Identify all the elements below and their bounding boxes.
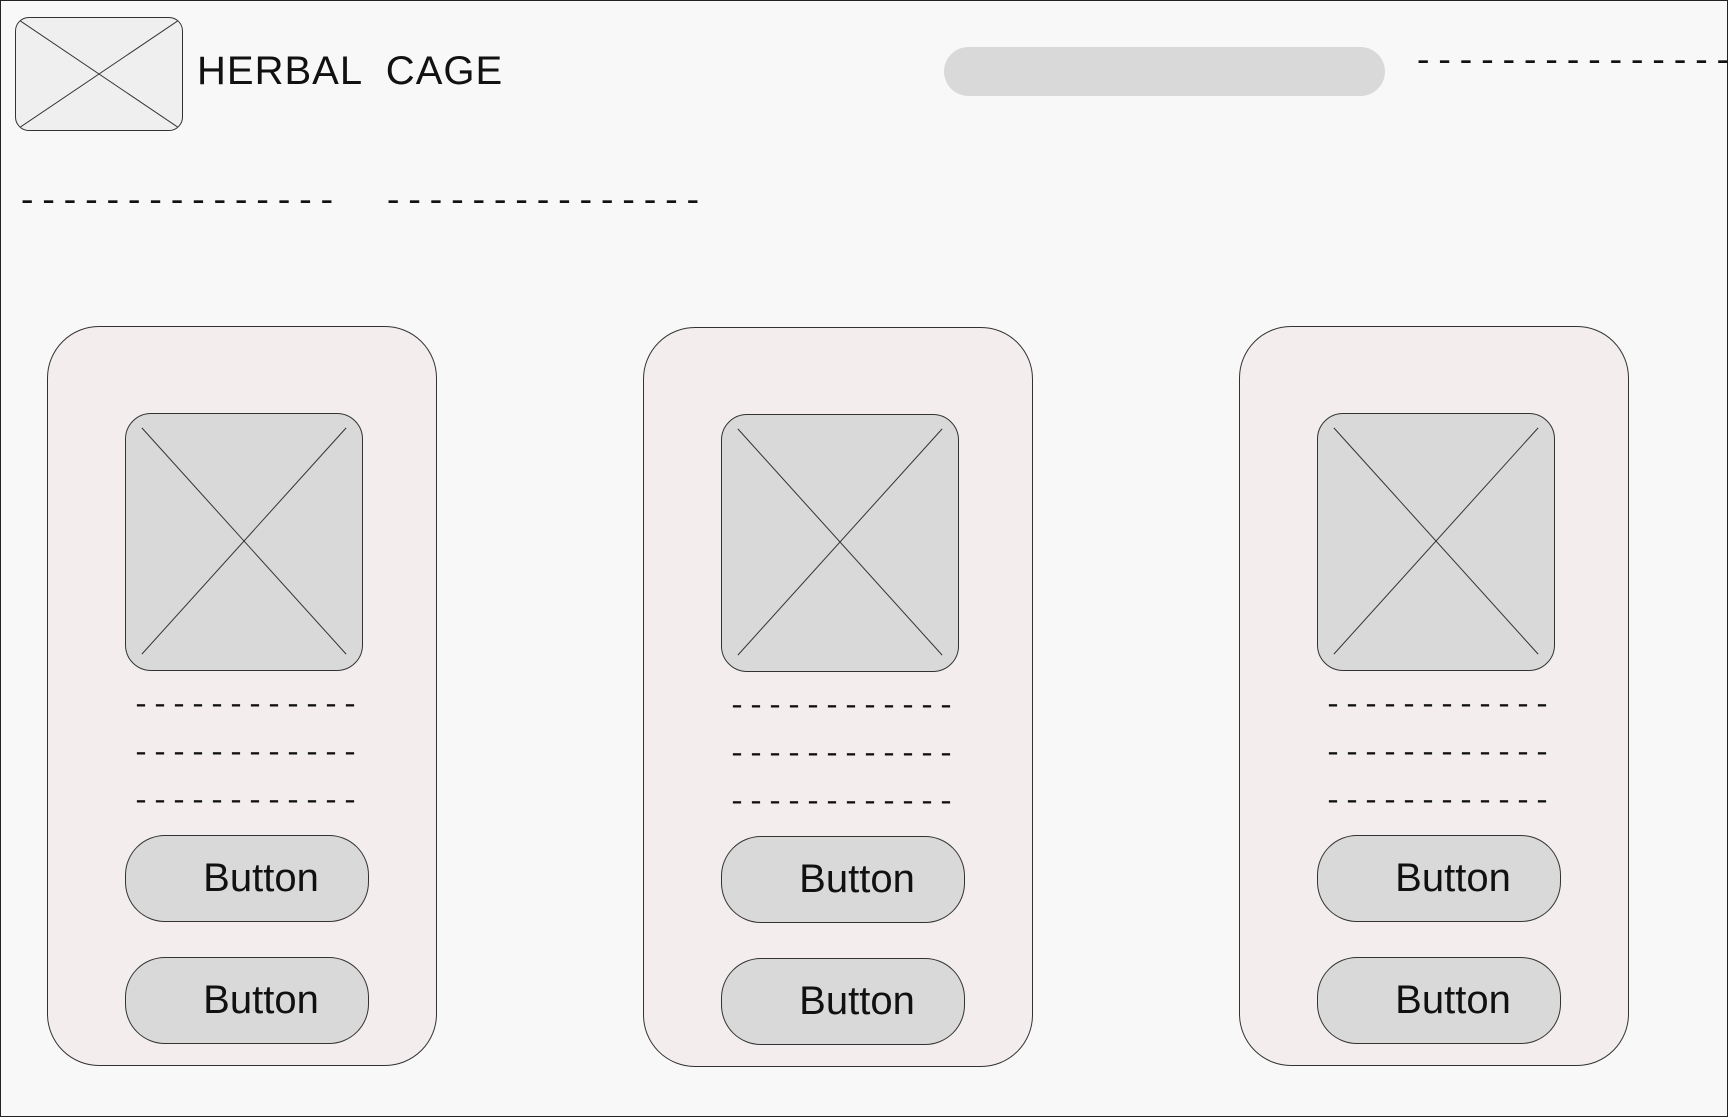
- image-placeholder-icon: [16, 18, 182, 130]
- product-text-line: ------------: [1324, 689, 1553, 723]
- image-placeholder-icon: [1333, 427, 1539, 655]
- product-text-line: ------------: [728, 738, 957, 772]
- card-secondary-button[interactable]: Button: [721, 958, 965, 1045]
- product-card: ------------ ------------ ------------ B…: [47, 326, 437, 1066]
- product-image-placeholder[interactable]: [125, 413, 363, 671]
- product-text-line: ------------: [132, 737, 361, 771]
- image-placeholder-icon: [141, 427, 347, 655]
- image-placeholder-icon: [737, 428, 943, 656]
- product-text-line: ------------: [132, 689, 361, 723]
- product-image-placeholder[interactable]: [1317, 413, 1555, 671]
- card-secondary-button[interactable]: Button: [125, 957, 369, 1044]
- nav-item-1[interactable]: ---------------: [17, 184, 339, 222]
- product-text-line: ------------: [132, 785, 361, 819]
- product-text-line: ------------: [1324, 737, 1553, 771]
- card-primary-button[interactable]: Button: [721, 836, 965, 923]
- card-primary-button[interactable]: Button: [125, 835, 369, 922]
- search-input[interactable]: [944, 47, 1385, 96]
- product-text-line: ------------: [1324, 785, 1553, 819]
- product-card: ------------ ------------ ------------ B…: [1239, 326, 1629, 1066]
- logo-image-placeholder-icon[interactable]: [15, 17, 183, 131]
- product-text-line: ------------: [728, 786, 957, 820]
- card-secondary-button[interactable]: Button: [1317, 957, 1561, 1044]
- brand-name: HERBAL CAGE: [197, 49, 504, 93]
- nav-item-2[interactable]: ---------------: [383, 184, 705, 222]
- product-image-placeholder[interactable]: [721, 414, 959, 672]
- product-text-line: ------------: [728, 690, 957, 724]
- header-link[interactable]: ---------------: [1413, 44, 1728, 82]
- product-card: ------------ ------------ ------------ B…: [643, 327, 1033, 1067]
- card-primary-button[interactable]: Button: [1317, 835, 1561, 922]
